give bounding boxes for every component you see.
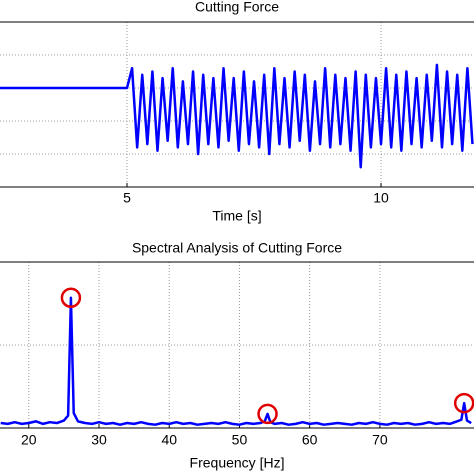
x-axis-label: Time [s] (212, 208, 261, 224)
x-tick-label: 10 (373, 190, 389, 206)
x-tick-label: 60 (302, 432, 318, 448)
data-line (0, 296, 472, 426)
chart-title: Cutting Force (195, 0, 279, 15)
data-line (0, 63, 474, 169)
x-axis-label: Frequency [Hz] (190, 455, 285, 471)
x-tick-label: 5 (123, 190, 131, 206)
x-tick-label: 40 (161, 432, 177, 448)
peak-circle (60, 287, 82, 308)
peak-circle (257, 403, 278, 425)
x-tick-label: 30 (91, 432, 107, 448)
x-tick-label: 20 (21, 432, 37, 448)
peak-circle (453, 392, 474, 414)
chart-title: Spectral Analysis of Cutting Force (132, 240, 342, 256)
x-tick-label: 50 (232, 432, 248, 448)
x-tick-label: 70 (372, 432, 388, 448)
